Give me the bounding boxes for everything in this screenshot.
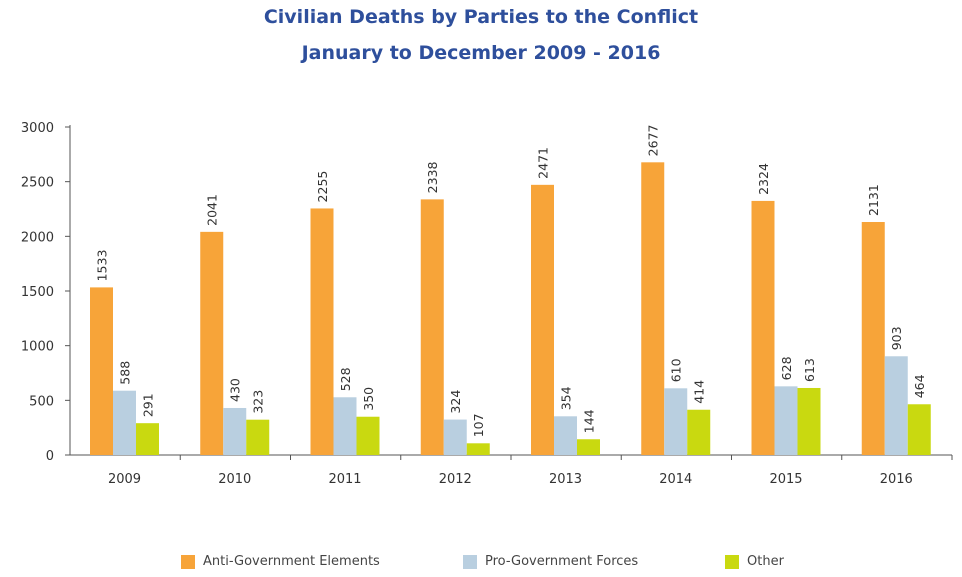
x-tick-label: 2014 <box>659 472 692 487</box>
bar <box>907 404 931 455</box>
data-label: 107 <box>471 413 486 437</box>
data-label: 144 <box>582 409 597 433</box>
x-tick-label: 2013 <box>549 472 582 487</box>
bar <box>200 231 224 455</box>
legend-swatch <box>725 554 739 569</box>
chart-subtitle: January to December 2009 - 2016 <box>301 42 661 64</box>
data-label: 628 <box>779 356 794 380</box>
data-label: 291 <box>141 393 156 417</box>
bar <box>884 356 908 455</box>
x-tick-label: 2010 <box>218 472 251 487</box>
data-label: 464 <box>912 374 927 398</box>
bar <box>861 222 885 455</box>
bar <box>443 419 467 455</box>
bar <box>687 409 711 455</box>
bar <box>641 162 665 455</box>
bar <box>774 386 798 455</box>
legend-item-pro-government: Pro-Government Forces <box>463 554 638 569</box>
y-tick-label: 500 <box>29 394 54 409</box>
legend: Anti-Government Elements Pro-Government … <box>0 554 962 576</box>
y-tick-label: 2000 <box>21 230 54 245</box>
bar <box>356 416 380 455</box>
legend-item-anti-government: Anti-Government Elements <box>181 554 380 569</box>
bar <box>797 387 821 455</box>
y-tick-label: 2500 <box>21 176 54 191</box>
data-label: 610 <box>669 358 684 382</box>
y-tick-label: 3000 <box>21 121 54 136</box>
bar-chart: 0 500 1000 1500 2000 2500 3000 2009 2010 2011 2012… <box>21 121 953 487</box>
bar <box>113 390 136 455</box>
data-label: 613 <box>802 358 817 382</box>
data-label: 2677 <box>646 125 661 157</box>
bar <box>554 416 577 455</box>
x-tick-label: 2016 <box>880 472 913 487</box>
bar <box>136 423 159 455</box>
data-label: 528 <box>338 367 353 391</box>
data-label: 2324 <box>756 163 771 195</box>
data-label: 354 <box>559 386 574 410</box>
bar <box>751 200 775 455</box>
data-label: 2338 <box>425 162 440 194</box>
x-tick-label: 2012 <box>439 472 472 487</box>
legend-swatch <box>181 554 195 569</box>
data-label: 1533 <box>95 250 110 282</box>
x-tick-label: 2011 <box>328 472 361 487</box>
y-tick-label: 0 <box>46 449 54 464</box>
x-tick-label: 2009 <box>108 472 141 487</box>
legend-label: Pro-Government Forces <box>485 554 639 569</box>
legend-label: Anti-Government Elements <box>203 554 380 569</box>
data-label: 903 <box>889 326 904 350</box>
chart-title: Civilian Deaths by Parties to the Confli… <box>263 6 699 28</box>
bar <box>531 184 554 455</box>
data-label: 2255 <box>315 171 330 203</box>
data-label: 323 <box>251 390 266 414</box>
bar <box>90 287 113 455</box>
data-label: 430 <box>228 378 243 402</box>
data-labels: 1533 588 291 2041 430 323 2255 528 350 2338 324 107… <box>95 125 928 438</box>
bar <box>466 443 490 455</box>
legend-swatch <box>463 554 477 569</box>
bar <box>310 208 334 455</box>
bar <box>223 407 247 455</box>
y-tick-label: 1500 <box>21 285 54 300</box>
bar <box>577 439 600 455</box>
bars <box>90 162 931 455</box>
data-label: 588 <box>118 361 133 385</box>
data-label: 2041 <box>205 194 220 226</box>
bar <box>420 199 444 455</box>
bar <box>333 397 357 455</box>
legend-item-other: Other <box>725 554 784 569</box>
bar <box>246 419 270 455</box>
data-label: 2471 <box>536 147 551 179</box>
data-label: 414 <box>692 380 707 404</box>
legend-label: Other <box>747 554 784 569</box>
bar <box>664 388 688 455</box>
y-tick-label: 1000 <box>21 340 54 355</box>
data-label: 2131 <box>866 184 881 216</box>
data-label: 350 <box>361 387 376 411</box>
x-tick-label: 2015 <box>769 472 802 487</box>
data-label: 324 <box>448 390 463 414</box>
